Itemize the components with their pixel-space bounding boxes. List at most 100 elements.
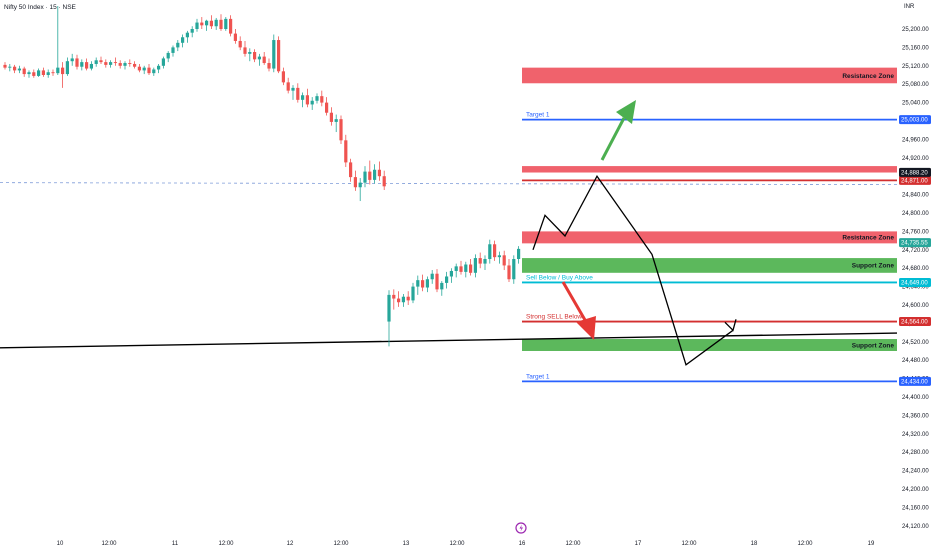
y-tick-label: 24,120.00 bbox=[902, 524, 929, 530]
x-tick-label: 19 bbox=[868, 541, 875, 547]
candle-body bbox=[113, 62, 117, 64]
candle-body bbox=[123, 63, 127, 66]
candle-body bbox=[157, 65, 161, 70]
candle-body bbox=[488, 244, 492, 259]
y-tick-label: 24,240.00 bbox=[902, 469, 929, 475]
level-label: Target 1 bbox=[526, 373, 550, 380]
candle-body bbox=[70, 58, 74, 62]
candle-body bbox=[464, 264, 468, 272]
y-tick-label: 25,040.00 bbox=[902, 101, 929, 107]
candle-body bbox=[512, 259, 516, 280]
candle-body bbox=[243, 47, 247, 54]
candle-body bbox=[65, 61, 69, 75]
price-tag bbox=[899, 115, 931, 125]
candles-layer bbox=[3, 6, 521, 347]
price-tag bbox=[899, 277, 931, 287]
candle-body bbox=[200, 22, 204, 26]
level-label: Target 1 bbox=[526, 112, 550, 119]
candle-body bbox=[517, 248, 521, 259]
y-tick-label: 24,400.00 bbox=[902, 395, 929, 401]
currency-label: INR bbox=[904, 4, 915, 10]
candle-body bbox=[152, 69, 156, 74]
price-tag-label: 24,564.00 bbox=[901, 320, 928, 326]
bearish-arrow-head bbox=[576, 316, 596, 340]
candle-body bbox=[185, 32, 189, 38]
candle-body bbox=[41, 70, 45, 75]
candle-body bbox=[272, 40, 276, 69]
y-tick-label: 24,360.00 bbox=[902, 413, 929, 419]
candle-body bbox=[387, 294, 391, 322]
candle-body bbox=[281, 71, 285, 83]
candle-body bbox=[363, 171, 367, 183]
symbol-title: Nifty 50 Index · 15 · NSE bbox=[4, 4, 76, 11]
candle-body bbox=[397, 298, 401, 303]
candle-body bbox=[32, 72, 36, 76]
price-tag-label: 24,735.55 bbox=[901, 241, 928, 247]
bullish-arrow-shaft bbox=[600, 117, 626, 161]
price-tag bbox=[899, 238, 931, 248]
y-tick-label: 25,160.00 bbox=[902, 45, 929, 51]
y-tick-label: 24,840.00 bbox=[902, 193, 929, 199]
price-tag-label: 24,434.00 bbox=[901, 379, 928, 385]
candle-body bbox=[425, 279, 429, 288]
candle-body bbox=[75, 58, 79, 67]
y-tick-label: 24,280.00 bbox=[902, 450, 929, 456]
resistance-zone bbox=[522, 231, 897, 244]
y-tick-label: 25,120.00 bbox=[902, 64, 929, 70]
channel-lower-line bbox=[0, 332, 898, 349]
price-tag-label: 24,871.00 bbox=[901, 178, 928, 184]
candle-body bbox=[478, 258, 482, 264]
candle-body bbox=[421, 280, 425, 288]
candle-body bbox=[262, 56, 266, 64]
y-tick-label: 24,520.00 bbox=[902, 340, 929, 346]
drawings-layer bbox=[532, 100, 737, 366]
candle-body bbox=[161, 58, 165, 66]
candle-body bbox=[171, 47, 175, 53]
candle-body bbox=[416, 280, 420, 287]
candle-body bbox=[253, 52, 257, 60]
candle-body bbox=[205, 20, 209, 26]
y-tick-label: 25,080.00 bbox=[902, 82, 929, 88]
candle-body bbox=[233, 33, 237, 41]
candle-body bbox=[493, 244, 497, 258]
candle-body bbox=[502, 255, 506, 266]
dashed-price-line bbox=[0, 182, 898, 186]
market-event-badge[interactable] bbox=[515, 522, 527, 534]
x-tick-label: 12:00 bbox=[101, 541, 117, 547]
candle-body bbox=[17, 68, 21, 71]
price-tag bbox=[899, 317, 931, 327]
candle-body bbox=[219, 19, 223, 29]
candle-body bbox=[473, 258, 477, 273]
resistance-zone-label: Resistance Zone bbox=[842, 235, 894, 242]
candle-body bbox=[454, 266, 458, 271]
resistance-zone bbox=[522, 166, 897, 173]
y-tick-label: 24,760.00 bbox=[902, 229, 929, 235]
y-tick-label: 24,920.00 bbox=[902, 156, 929, 162]
x-tick-label: 12:00 bbox=[333, 541, 349, 547]
candle-body bbox=[22, 68, 26, 75]
candle-body bbox=[349, 162, 353, 178]
y-tick-label: 24,200.00 bbox=[902, 487, 929, 493]
x-axis[interactable]: 10 12:00 11 12:00 12 12:00 13 12:00 16 12:00 17 12:… bbox=[57, 541, 875, 547]
x-tick-label: 12:00 bbox=[565, 541, 581, 547]
candle-body bbox=[353, 177, 357, 188]
support-zone bbox=[522, 258, 897, 273]
y-tick-label: 24,320.00 bbox=[902, 432, 929, 438]
y-tick-label: 25,200.00 bbox=[902, 27, 929, 33]
candle-body bbox=[373, 169, 377, 180]
candle-body bbox=[56, 67, 60, 74]
candle-body bbox=[401, 296, 405, 303]
candle-body bbox=[320, 96, 324, 103]
candle-body bbox=[104, 62, 108, 65]
candle-body bbox=[214, 19, 218, 27]
price-tags-layer: 25,003.00 24,871.00 24,649.00 24,564.00 24,4… bbox=[899, 115, 931, 386]
candle-body bbox=[440, 282, 444, 290]
candle-body bbox=[257, 56, 261, 60]
lightning-glyph-icon bbox=[519, 524, 523, 532]
candle-body bbox=[406, 296, 410, 301]
support-zone bbox=[522, 339, 897, 351]
price-tag bbox=[899, 175, 931, 185]
candle-body bbox=[469, 264, 473, 273]
candle-body bbox=[61, 67, 65, 75]
